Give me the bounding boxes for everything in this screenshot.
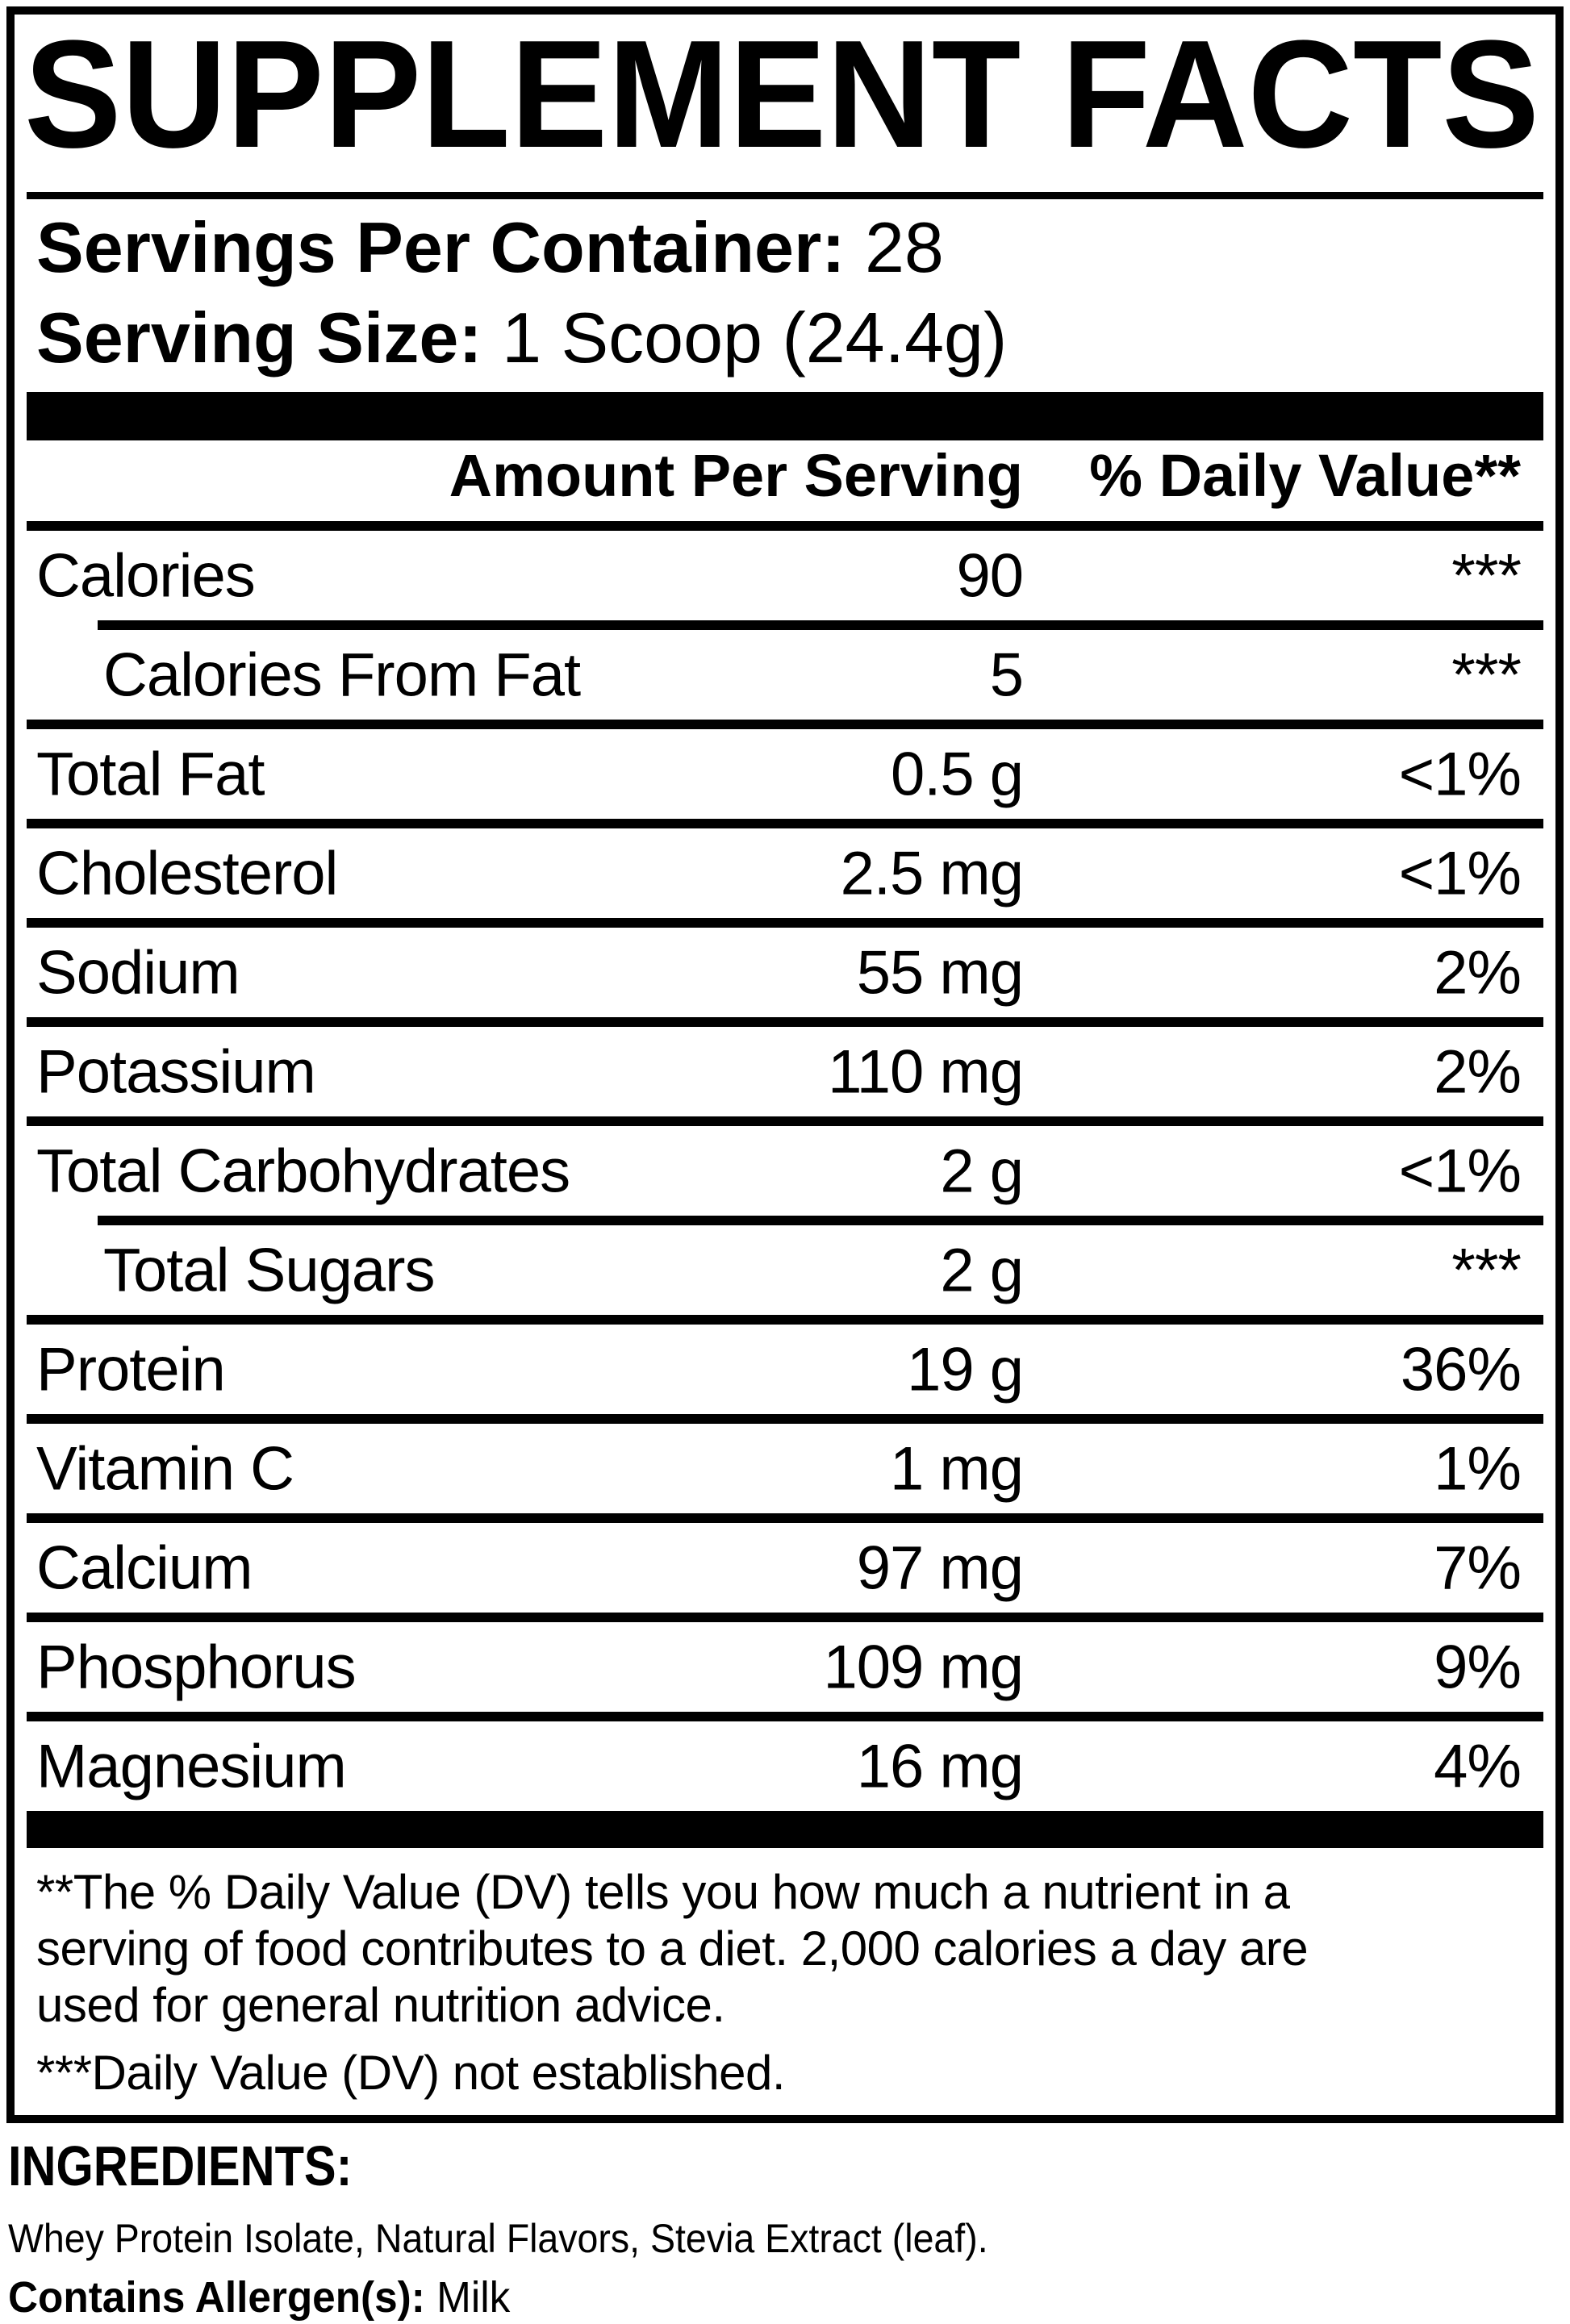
row-separator [27,1712,1543,1721]
nutrient-daily-value: 2% [1434,938,1522,1007]
nutrient-amount: 90 [956,541,1024,610]
table-row: Calcium 97 mg 7% [27,1523,1543,1613]
allergen-line: Contains Allergen(s): Milk [8,2273,1449,2322]
supplement-facts-panel: SUPPLEMENT FACTS Servings Per Container:… [6,6,1564,2123]
table-row: Magnesium 16 mg 4% [27,1721,1543,1811]
nutrient-name: Calcium [36,1533,253,1602]
row-separator [27,1017,1543,1027]
row-separator [27,1513,1543,1523]
table-row: Vitamin C 1 mg 1% [27,1424,1543,1513]
nutrient-name: Magnesium [36,1732,347,1800]
nutrient-amount: 97 mg [856,1533,1024,1602]
nutrient-amount: 109 mg [823,1633,1024,1701]
nutrient-amount: 2.5 mg [840,839,1024,907]
nutrient-amount: 2 g [940,1137,1024,1205]
nutrient-name: Total Carbohydrates [36,1137,570,1205]
nutrient-name: Calories [36,541,256,610]
row-separator [98,620,1543,630]
not-established-footnote: ***Daily Value (DV) not established. [36,2046,786,2100]
row-separator [27,720,1543,729]
row-separator [98,1216,1543,1225]
daily-value-header: % Daily Value** [1089,442,1521,509]
nutrient-amount: 19 g [907,1335,1024,1404]
header-separator [27,521,1543,531]
table-row: Sodium 55 mg 2% [27,928,1543,1017]
section-divider-bar-bottom [27,1811,1543,1848]
nutrient-amount: 2 g [940,1236,1024,1304]
nutrient-name: Total Sugars [103,1236,435,1304]
section-divider-bar-top [27,392,1543,440]
row-separator [27,819,1543,828]
nutrient-amount: 5 [989,640,1024,709]
row-separator [27,918,1543,928]
nutrient-daily-value: <1% [1398,1137,1522,1205]
table-row: Calories 90 *** [27,531,1543,620]
panel-title: SUPPLEMENT FACTS [24,26,1539,163]
ingredients-heading: INGREDIENTS: [8,2134,353,2197]
table-row: Total Carbohydrates 2 g <1% [27,1126,1543,1216]
table-row: Potassium 110 mg 2% [27,1027,1543,1116]
table-row: Phosphorus 109 mg 9% [27,1622,1543,1712]
panel-title-text: SUPPLEMENT FACTS [24,26,1539,163]
nutrient-daily-value: *** [1451,541,1522,610]
nutrient-daily-value: 7% [1434,1533,1522,1602]
nutrient-daily-value: <1% [1398,740,1522,808]
servings-per-container-line: Servings Per Container: 28 [27,207,1543,288]
row-separator [27,1315,1543,1325]
ingredients-section: INGREDIENTS: Whey Protein Isolate, Natur… [8,2138,1525,2322]
nutrient-amount: 110 mg [828,1037,1024,1106]
table-header: Amount Per Serving % Daily Value** [27,440,1543,521]
nutrient-daily-value: <1% [1398,839,1522,907]
nutrient-name: Vitamin C [36,1434,294,1503]
table-row: Protein 19 g 36% [27,1325,1543,1414]
nutrient-daily-value: *** [1451,1236,1522,1304]
table-row: Cholesterol 2.5 mg <1% [27,828,1543,918]
amount-per-serving-header: Amount Per Serving [449,442,1023,509]
row-separator [27,1116,1543,1126]
nutrient-daily-value: 9% [1434,1633,1522,1701]
nutrient-name: Sodium [36,938,240,1007]
nutrient-amount: 0.5 g [890,740,1024,808]
nutrient-daily-value: *** [1451,640,1522,709]
table-row: Calories From Fat 5 *** [27,630,1543,720]
servings-per-container-label: Servings Per Container: [36,207,846,287]
nutrient-name: Calories From Fat [103,640,581,709]
daily-value-footnote: **The % Daily Value (DV) tells you how m… [36,1865,1309,2032]
ingredients-list: Whey Protein Isolate, Natural Flavors, S… [8,2216,988,2261]
nutrient-rows: Calories 90 *** Calories From Fat 5 *** … [27,531,1543,1811]
serving-size-label: Serving Size: [36,298,482,378]
nutrient-daily-value: 2% [1434,1037,1522,1106]
nutrient-amount: 55 mg [856,938,1024,1007]
nutrient-name: Phosphorus [36,1633,357,1701]
nutrient-daily-value: 4% [1434,1732,1522,1800]
nutrient-amount: 16 mg [856,1732,1024,1800]
allergen-label: Contains Allergen(s): [8,2273,425,2322]
nutrient-name: Protein [36,1335,226,1404]
allergen-value: Milk [436,2273,511,2322]
panel-inner: SUPPLEMENT FACTS Servings Per Container:… [15,26,1555,2126]
row-separator [27,1414,1543,1424]
nutrient-daily-value: 1% [1434,1434,1522,1503]
row-separator [27,1613,1543,1622]
table-row: Total Fat 0.5 g <1% [27,729,1543,819]
serving-size-line: Serving Size: 1 Scoop (24.4g) [27,298,1543,378]
title-separator [27,192,1543,199]
serving-size-value: 1 Scoop (24.4g) [502,298,1008,378]
servings-per-container-value: 28 [864,207,944,287]
nutrient-daily-value: 36% [1400,1335,1522,1404]
nutrient-name: Potassium [36,1037,316,1106]
nutrient-name: Cholesterol [36,839,338,907]
nutrient-name: Total Fat [36,740,265,808]
nutrient-amount: 1 mg [890,1434,1024,1503]
table-row: Total Sugars 2 g *** [27,1225,1543,1315]
